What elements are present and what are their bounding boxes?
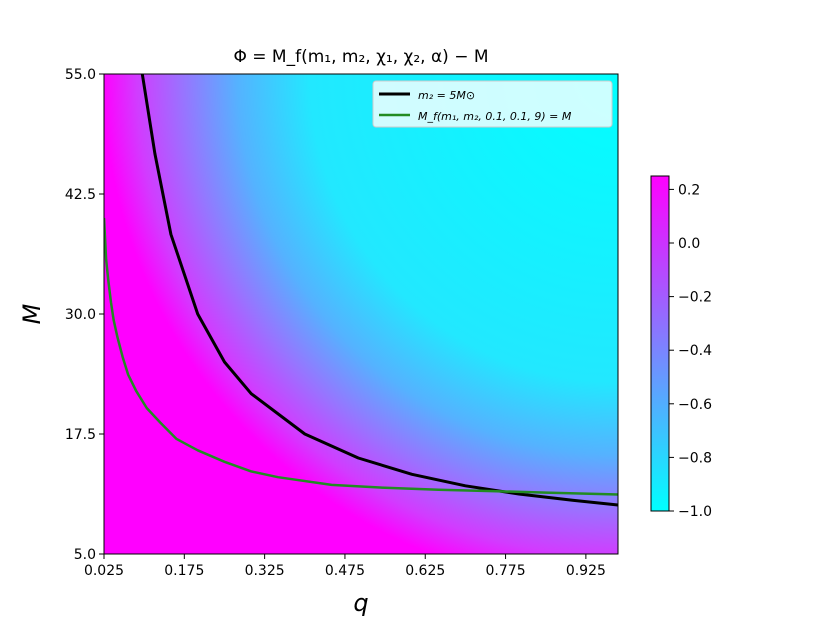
y-tick-label: 42.5 xyxy=(65,187,96,203)
x-tick-label: 0.775 xyxy=(486,563,526,579)
y-tick-label: 30.0 xyxy=(65,307,96,323)
legend: m₂ = 5M⊙ M_f(m₁, m₂, 0.1, 0.1, 9) = M xyxy=(372,80,613,128)
colorbar-gradient xyxy=(650,175,670,512)
x-tick-label: 0.325 xyxy=(245,563,285,579)
chart-title: Φ = M_f(m₁, m₂, χ₁, χ₂, α) − M xyxy=(233,47,488,67)
plot-area xyxy=(104,74,618,507)
x-axis: 0.025 0.175 0.325 0.475 0.625 0.775 0.925 xyxy=(84,554,606,579)
colorbar: 0.2 0.0 −0.2 −0.4 −0.6 −0.8 −1.0 xyxy=(650,175,712,520)
legend-label-final-mass-curve: M_f(m₁, m₂, 0.1, 0.1, 9) = M xyxy=(418,110,572,123)
x-tick-label: 0.625 xyxy=(405,563,445,579)
y-tick-label: 17.5 xyxy=(65,427,96,443)
y-axis: 5.0 17.5 30.0 42.5 55.0 xyxy=(65,67,104,563)
series-line-mass-curve xyxy=(140,74,618,507)
colorbar-tick-label: −0.6 xyxy=(678,397,712,413)
colorbar-tick-label: −0.8 xyxy=(678,450,712,466)
legend-box xyxy=(372,80,613,128)
colorbar-tick-label: 0.0 xyxy=(678,236,700,252)
colorbar-tick-label: −0.2 xyxy=(678,290,712,306)
x-tick-label: 0.475 xyxy=(325,563,365,579)
x-tick-label: 0.925 xyxy=(566,563,606,579)
colorbar-tick-label: −1.0 xyxy=(678,504,712,520)
colorbar-tick-label: −0.4 xyxy=(678,343,712,359)
series-line-final-mass-curve xyxy=(104,217,618,496)
x-axis-label: q xyxy=(353,589,368,617)
y-axis-label: M xyxy=(18,303,46,324)
y-tick-label: 55.0 xyxy=(65,67,96,83)
x-tick-label: 0.175 xyxy=(164,563,204,579)
colorbar-ticks: 0.2 0.0 −0.2 −0.4 −0.6 −0.8 −1.0 xyxy=(669,182,712,520)
x-tick-label: 0.025 xyxy=(84,563,124,579)
heatmap-field xyxy=(104,74,618,554)
y-tick-label: 5.0 xyxy=(74,547,96,563)
colorbar-tick-label: 0.2 xyxy=(678,182,700,198)
legend-label-mass-curve: m₂ = 5M⊙ xyxy=(418,89,475,102)
